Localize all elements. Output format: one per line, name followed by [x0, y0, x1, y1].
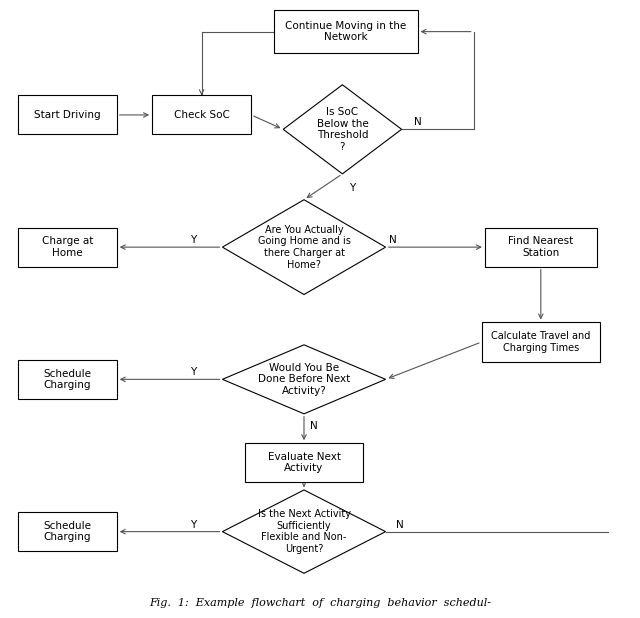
Polygon shape [223, 490, 385, 574]
Text: Continue Moving in the
Network: Continue Moving in the Network [285, 21, 406, 43]
Text: Start Driving: Start Driving [34, 110, 100, 120]
Text: Is SoC
Below the
Threshold
?: Is SoC Below the Threshold ? [317, 107, 368, 151]
Text: Are You Actually
Going Home and is
there Charger at
Home?: Are You Actually Going Home and is there… [257, 225, 351, 269]
Text: N: N [415, 117, 422, 127]
Polygon shape [223, 200, 385, 295]
Text: Y: Y [349, 183, 355, 193]
Text: Evaluate Next
Activity: Evaluate Next Activity [268, 452, 340, 473]
Text: Would You Be
Done Before Next
Activity?: Would You Be Done Before Next Activity? [258, 363, 350, 396]
Text: Y: Y [191, 520, 196, 530]
Text: Check SoC: Check SoC [173, 110, 230, 120]
FancyBboxPatch shape [17, 227, 116, 267]
FancyBboxPatch shape [274, 10, 418, 53]
Text: Y: Y [191, 368, 196, 378]
Text: Fig.  1:  Example  flowchart  of  charging  behavior  schedul-: Fig. 1: Example flowchart of charging be… [149, 598, 491, 607]
Text: Find Nearest
Station: Find Nearest Station [508, 236, 573, 258]
Text: N: N [396, 520, 404, 530]
FancyBboxPatch shape [17, 95, 116, 135]
FancyBboxPatch shape [481, 323, 600, 362]
Text: Is the Next Activity
Sufficiently
Flexible and Non-
Urgent?: Is the Next Activity Sufficiently Flexib… [257, 509, 351, 554]
Polygon shape [283, 85, 402, 174]
FancyBboxPatch shape [17, 512, 116, 551]
Text: Schedule
Charging: Schedule Charging [44, 521, 92, 543]
Text: Calculate Travel and
Charging Times: Calculate Travel and Charging Times [491, 331, 591, 353]
FancyBboxPatch shape [244, 443, 363, 482]
FancyBboxPatch shape [152, 95, 251, 135]
Text: Y: Y [191, 235, 196, 245]
Polygon shape [223, 345, 385, 414]
Text: N: N [310, 421, 317, 431]
FancyBboxPatch shape [17, 360, 116, 399]
FancyBboxPatch shape [485, 227, 596, 267]
Text: Charge at
Home: Charge at Home [42, 236, 93, 258]
Text: N: N [389, 235, 397, 245]
Text: Schedule
Charging: Schedule Charging [44, 368, 92, 390]
